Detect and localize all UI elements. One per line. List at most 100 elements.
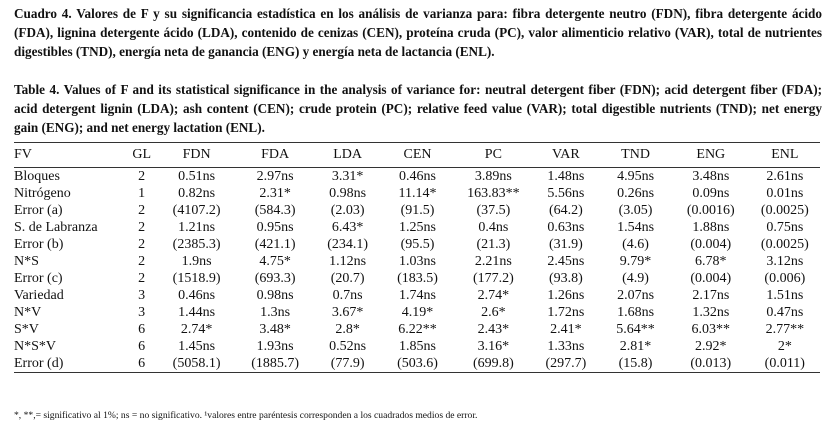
table-row: Error (c) 2 (1518.9) (693.3) (20.7) (183.5) (1… [14, 270, 820, 287]
value-cell: (15.8) [618, 356, 653, 371]
value-cell: (0.0025) [760, 237, 809, 252]
value-cell: (0.013) [690, 356, 732, 371]
header-cell: FDA [261, 147, 290, 162]
value-cell: 3.48ns [692, 169, 730, 184]
value-cell: (64.2) [548, 203, 583, 218]
value-cell: 3.16* [477, 339, 510, 354]
source-cell: N*S*V [14, 339, 57, 354]
value-cell: 1.32ns [692, 305, 730, 320]
value-cell: 1.74ns [399, 288, 436, 303]
header-cell: VAR [552, 147, 580, 162]
value-cell: 4.75* [259, 254, 291, 269]
value-cell: (31.9) [548, 237, 583, 252]
value-cell: (1885.7) [251, 356, 300, 371]
value-cell: 2.61ns [766, 169, 804, 184]
header-cell: CEN [403, 147, 432, 162]
value-cell: 1.54ns [617, 220, 655, 235]
value-cell: (0.006) [764, 271, 806, 286]
value-cell: 6 [138, 322, 146, 337]
caption-english: Table 4. Values of F and its statistical… [14, 82, 822, 135]
value-cell: 1.21ns [178, 220, 216, 235]
value-cell: (177.2) [472, 271, 514, 286]
value-cell: (503.6) [397, 356, 438, 371]
value-cell: 1.12ns [329, 254, 367, 269]
table-row: N*V 3 1.44ns 1.3ns 3.67* 4.19* 2.6* 1.72ns 1.68n… [14, 304, 820, 321]
value-cell: 0.01ns [766, 186, 804, 201]
value-cell: 1.72ns [547, 305, 585, 320]
value-cell: 9.79* [619, 254, 652, 269]
value-cell: 4.95ns [617, 169, 655, 184]
value-cell: (2385.3) [172, 237, 221, 252]
value-cell: 1.45ns [178, 339, 216, 354]
table-row: Error (b) 2 (2385.3) (421.1) (234.1) (95.5) (2… [14, 236, 820, 253]
table-row: Error (a) 2 (4107.2) (584.3) (2.03) (91.5) (37… [14, 202, 820, 219]
value-cell: 3.67* [331, 305, 364, 320]
value-cell: (95.5) [400, 237, 435, 252]
value-cell: 1 [138, 186, 146, 201]
value-cell: 2.07ns [617, 288, 655, 303]
value-cell: 2.74* [180, 322, 213, 337]
value-cell: 1.48ns [547, 169, 585, 184]
value-cell: (693.3) [254, 271, 296, 286]
value-cell: (699.8) [472, 356, 514, 371]
value-cell: 1.51ns [766, 288, 804, 303]
value-cell: 0.82ns [178, 186, 216, 201]
value-cell: 11.14* [398, 186, 437, 201]
value-cell: 0.47ns [766, 305, 804, 320]
table-row: S. de Labranza 2 1.21ns 0.95ns 6.43* 1.25ns 0.… [14, 219, 820, 236]
value-cell: 2.31* [259, 186, 291, 201]
value-cell: (4.9) [622, 271, 649, 286]
value-cell: 3.31* [331, 169, 364, 184]
source-cell: Error (a) [14, 203, 63, 218]
value-cell: 2.77** [765, 322, 805, 337]
table-header-row: FV GL FDN FDA LDA CEN PC VAR TND ENG ENL [14, 142, 820, 168]
value-cell: 1.3ns [260, 305, 291, 320]
value-cell: 2 [138, 169, 146, 184]
value-cell: 0.98ns [256, 288, 294, 303]
value-cell: 3.12ns [766, 254, 804, 269]
value-cell: 0.95ns [256, 220, 294, 235]
value-cell: (1518.9) [172, 271, 221, 286]
table-row: N*S*V 6 1.45ns 1.93ns 0.52ns 1.85ns 3.16* 1.33n… [14, 338, 820, 355]
value-cell: 2 [138, 203, 146, 218]
value-cell: 6.03** [691, 322, 731, 337]
value-cell: 2.41* [550, 322, 582, 337]
source-cell: Error (d) [14, 356, 64, 371]
value-cell: 5.64** [616, 322, 655, 337]
value-cell: (0.004) [690, 237, 732, 252]
value-cell: 2.21ns [474, 254, 512, 269]
value-cell: 1.26ns [547, 288, 585, 303]
value-cell: (421.1) [254, 237, 296, 252]
value-cell: 163.83** [467, 186, 520, 201]
value-cell: (0.011) [764, 356, 805, 371]
source-cell: Variedad [14, 288, 64, 303]
table-row: S*V 6 2.74* 3.48* 2.8* 6.22** 2.43* 2.41* 5.64**… [14, 321, 820, 338]
value-cell: 6.43* [331, 220, 364, 235]
value-cell: (0.004) [690, 271, 732, 286]
value-cell: 2.17ns [692, 288, 730, 303]
value-cell: 0.46ns [399, 169, 436, 184]
value-cell: 1.93ns [256, 339, 294, 354]
header-cell: ENG [696, 147, 726, 162]
table-row: Error (d) 6 (5058.1) (1885.7) (77.9) (503.6) (… [14, 355, 820, 373]
value-cell: 2.45ns [547, 254, 585, 269]
source-cell: Error (b) [14, 237, 64, 252]
value-cell: 2 [138, 237, 146, 252]
table-row: Variedad 3 0.46ns 0.98ns 0.7ns 1.74ns 2.74* 1.2… [14, 287, 820, 304]
value-cell: 2.8* [335, 322, 360, 337]
header-cell: PC [484, 147, 502, 162]
value-cell: 0.98ns [329, 186, 367, 201]
value-cell: 3.48* [259, 322, 291, 337]
value-cell: 3 [138, 305, 146, 320]
table-row: N*S 2 1.9ns 4.75* 1.12ns 1.03ns 2.21ns 2.45ns 9.… [14, 253, 820, 270]
header-cell: GL [132, 147, 151, 162]
source-cell: N*S [14, 254, 39, 269]
header-cell: FDN [182, 147, 211, 162]
value-cell: 0.09ns [692, 186, 730, 201]
value-cell: 1.88ns [692, 220, 730, 235]
value-cell: 2 [138, 254, 146, 269]
value-cell: (4.6) [622, 237, 649, 252]
value-cell: 3 [138, 288, 146, 303]
value-cell: 1.33ns [547, 339, 585, 354]
source-cell: S. de Labranza [14, 220, 98, 235]
